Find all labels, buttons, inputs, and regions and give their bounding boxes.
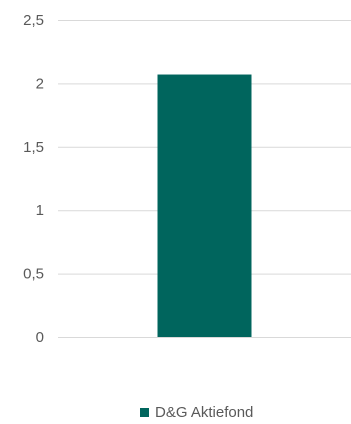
y-tick-label: 1 [36,202,44,219]
y-tick-label: 2,5 [23,12,44,29]
legend-swatch [140,408,149,417]
y-tick-label: 0 [36,329,44,346]
legend-label: D&G Aktiefond [155,404,253,421]
y-tick-label: 0,5 [23,266,44,283]
legend: D&G Aktiefond [140,404,253,421]
bars [157,74,252,338]
bar [157,74,252,338]
y-axis-tick-labels: 0 0,5 1 1,5 2 2,5 [23,12,44,346]
y-tick-label: 1,5 [23,139,44,156]
y-tick-label: 2 [36,75,44,92]
